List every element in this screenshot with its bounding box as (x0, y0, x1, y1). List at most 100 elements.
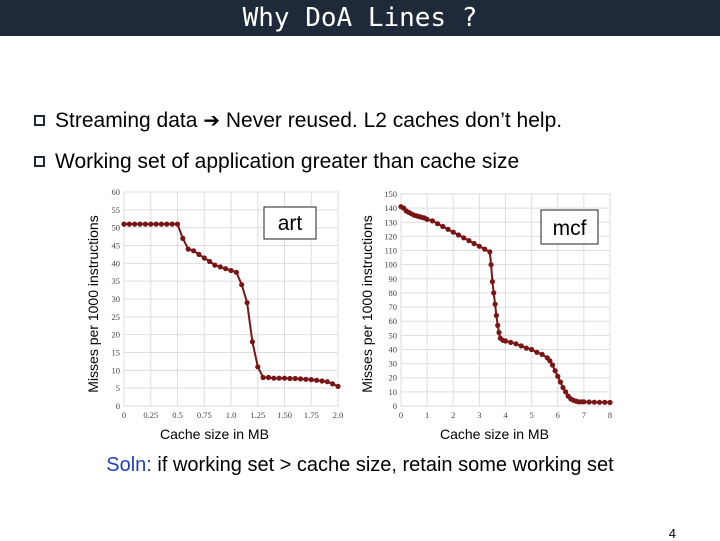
mcf-x-axis-label: Cache size in MB (440, 426, 549, 442)
art-x-tick-label: 1.75 (304, 410, 319, 420)
mcf-data-point (496, 329, 502, 336)
mcf-x-tick-label: 4 (503, 410, 508, 420)
art-data-point (303, 376, 309, 382)
mcf-y-tick-label: 20 (389, 373, 398, 383)
art-y-tick-label: 30 (112, 294, 121, 304)
art-data-point (330, 381, 336, 387)
art-data-point (201, 255, 207, 261)
art-y-tick-label: 15 (112, 348, 121, 358)
mcf-y-tick-label: 40 (389, 344, 398, 354)
art-x-tick-label: 0.75 (197, 410, 212, 420)
art-data-point (228, 267, 234, 274)
art-data-point (260, 374, 266, 381)
mcf-data-point (435, 221, 441, 227)
mcf-data-point (602, 399, 608, 405)
art-data-point (335, 383, 341, 389)
art-data-point (292, 375, 298, 382)
art-data-point (324, 379, 330, 385)
art-y-tick-label: 60 (112, 187, 121, 197)
art-data-point (297, 376, 304, 382)
mcf-y-tick-label: 90 (389, 274, 398, 284)
mcf-data-point (466, 238, 472, 244)
art-data-point (265, 374, 272, 381)
solution-prefix: Soln: (106, 454, 152, 476)
art-data-point (142, 221, 148, 227)
art-y-tick-label: 40 (112, 258, 121, 268)
art-data-point (207, 258, 213, 265)
art-y-tick-label: 10 (112, 365, 121, 375)
art-x-tick-label: 1.0 (226, 410, 237, 420)
mcf-data-point (455, 232, 462, 238)
mcf-x-tick-label: 3 (477, 410, 481, 420)
mcf-data-point (461, 235, 467, 241)
mcf-x-tick-label: 1 (425, 410, 429, 420)
mcf-x-tick-label: 0 (399, 410, 403, 420)
mcf-data-point (557, 379, 564, 385)
mcf-y-tick-label: 50 (389, 330, 398, 340)
bullet-streaming-lead: Streaming data (55, 109, 198, 132)
mcf-data-point (555, 373, 561, 379)
art-y-tick-label: 55 (112, 205, 121, 215)
mcf-data-point (491, 290, 497, 296)
mcf-data-point (513, 341, 519, 347)
art-x-tick-label: 0 (122, 410, 126, 420)
solution-text: if working set > cache size, retain some… (151, 454, 614, 476)
art-x-tick-label: 1.50 (277, 410, 292, 420)
mcf-data-point (488, 262, 494, 268)
mcf-chart: 0 10 20 30 40 50 60 70 80 90 100 110 120 130 140 150 0 1 2… (384, 189, 613, 420)
art-x-tick-label: 0.5 (172, 410, 183, 420)
mcf-data-point (493, 312, 499, 319)
bullet-streaming: Streaming data ➔ Never reused. L2 caches… (34, 108, 562, 133)
mcf-data-point (547, 358, 553, 364)
mcf-data-point (560, 385, 566, 391)
mcf-data-point (482, 246, 488, 252)
mcf-data-point (534, 349, 540, 355)
mcf-data-point (450, 229, 456, 235)
title-bar (0, 0, 720, 36)
art-data-point (244, 300, 250, 306)
art-data-point (308, 377, 314, 383)
art-data-point (255, 364, 261, 370)
mcf-y-tick-label: 70 (389, 302, 398, 312)
mcf-data-point (529, 346, 535, 353)
art-data-point (174, 221, 181, 227)
bullet-streaming-result: Never reused. L2 caches don’t help. (225, 109, 563, 132)
mcf-data-point (492, 301, 498, 307)
art-y-tick-label: 20 (112, 330, 121, 340)
mcf-data-point (445, 226, 451, 232)
mcf-data-point (471, 240, 477, 247)
art-y-tick-label: 25 (112, 312, 121, 322)
art-y-tick-label: 35 (112, 276, 121, 286)
art-y-axis-label: Misses per 1000 instructions (85, 215, 101, 393)
mcf-x-tick-label: 7 (582, 410, 586, 420)
art-y-tick-label: 45 (112, 241, 121, 251)
mcf-x-tick-label: 5 (530, 410, 534, 420)
mcf-y-tick-label: 80 (389, 288, 398, 298)
mcf-data-point (607, 399, 613, 406)
art-data-point (180, 235, 186, 241)
art-data-point (148, 221, 154, 227)
art-data-point (319, 378, 325, 384)
art-legend-label: art (278, 212, 303, 235)
mcf-data-point (440, 223, 446, 230)
checkbox-bullet-icon (34, 156, 45, 167)
art-data-point (158, 221, 164, 227)
mcf-data-point (487, 249, 493, 255)
art-data-point (132, 221, 138, 227)
page-number: 4 (668, 526, 676, 541)
art-data-point (271, 375, 277, 381)
art-y-tick-label: 0 (116, 401, 120, 411)
art-chart: 0 5 10 15 20 25 30 35 40 45 50 55 60 0 0.25 0.5 0.75 1.0 1… (112, 187, 344, 420)
art-x-tick-label: 2.0 (333, 410, 344, 420)
mcf-y-tick-label: 130 (384, 217, 397, 227)
art-data-point (164, 221, 170, 227)
art-data-point (249, 339, 255, 345)
mcf-data-point (424, 216, 430, 222)
art-x-axis-label: Cache size in MB (160, 426, 269, 442)
mcf-data-point (581, 399, 587, 405)
art-data-point (169, 221, 175, 227)
mcf-data-point (591, 399, 597, 405)
mcf-y-axis-label: Misses per 1000 instructions (359, 215, 375, 393)
mcf-legend-label: mcf (553, 217, 587, 240)
